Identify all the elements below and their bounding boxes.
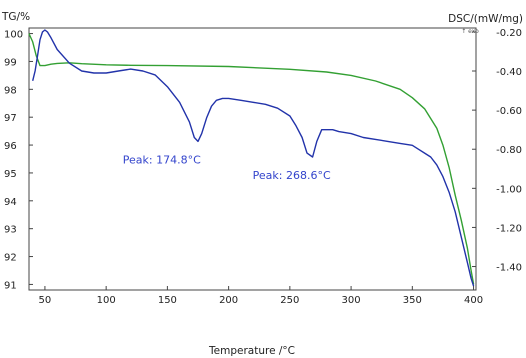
exo-direction-label: ↑ exo [461, 28, 479, 35]
x-axis-title: Temperature /°C [208, 345, 295, 357]
y-left-tick-label: 100 [4, 30, 23, 41]
y-left-tick-label: 98 [4, 85, 17, 96]
left-axis-title: TG/% [1, 11, 30, 23]
y-right-tick-label: -0.20 [496, 28, 522, 39]
y-left-tick-label: 93 [4, 225, 17, 236]
x-tick-label: 300 [342, 295, 361, 306]
x-tick-label: 50 [39, 295, 52, 306]
y-left-tick-label: 94 [4, 197, 17, 208]
y-right-tick-label: -1.40 [496, 263, 522, 274]
y-right-tick-label: -0.60 [496, 106, 522, 117]
series-layer [28, 29, 475, 287]
y-left-tick-label: 92 [4, 253, 17, 264]
peak-annotation: Peak: 174.8°C [123, 153, 201, 166]
ticks-layer [29, 31, 476, 290]
y-left-tick-label: 97 [4, 113, 17, 124]
y-right-tick-label: -1.20 [496, 223, 522, 234]
x-tick-label: 250 [280, 295, 299, 306]
labels-layer: 50 100 150 200 250 300 350 400 100 99 98 97 96 95 94 93… [4, 28, 522, 306]
y-left-tick-label: 99 [4, 57, 17, 68]
peak-annotation: Peak: 268.6°C [253, 169, 331, 182]
dsc-curve [32, 29, 475, 287]
x-tick-label: 150 [158, 295, 177, 306]
y-right-tick-label: -0.80 [496, 145, 522, 156]
y-right-tick-label: -0.40 [496, 67, 522, 78]
x-tick-label: 100 [97, 295, 116, 306]
y-left-tick-label: 91 [4, 280, 17, 291]
tg-curve [28, 33, 475, 285]
x-tick-label: 350 [403, 295, 422, 306]
x-tick-label: 200 [219, 295, 238, 306]
y-right-tick-label: -1.00 [496, 184, 522, 195]
y-left-tick-label: 96 [4, 141, 17, 152]
x-tick-label: 400 [464, 295, 483, 306]
plot-area-frame [28, 27, 477, 291]
right-axis-title: DSC/(mW/mg) [448, 13, 523, 25]
y-left-tick-label: 95 [4, 169, 17, 180]
